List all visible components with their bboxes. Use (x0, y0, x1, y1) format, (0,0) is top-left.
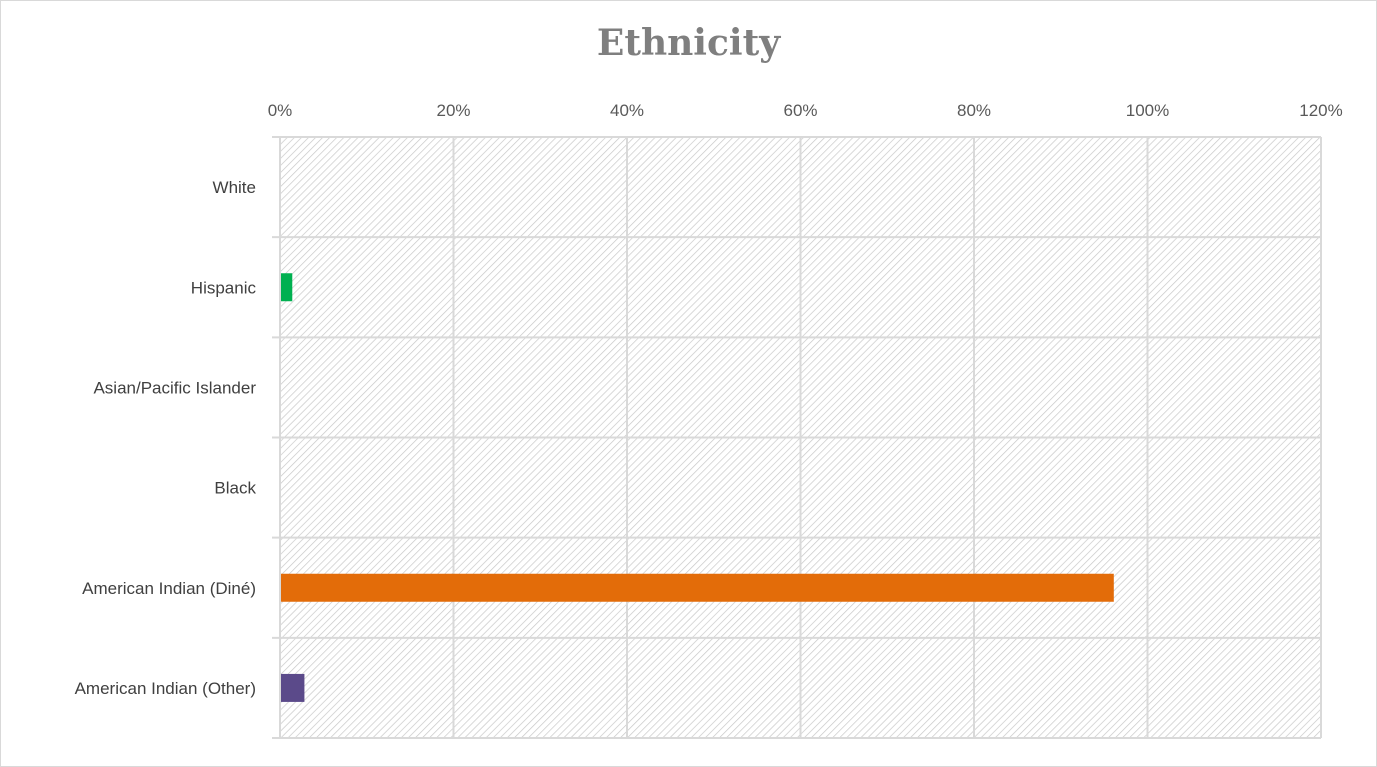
category-label: White (213, 178, 256, 197)
chart-title: Ethnicity (596, 22, 781, 64)
x-axis-ticks: 0% 20% 40% 60% 80% 100% 120% (268, 101, 1343, 120)
x-tick-label: 80% (957, 101, 991, 120)
x-tick-label: 0% (268, 101, 293, 120)
bar (281, 673, 305, 702)
x-tick-label: 120% (1299, 101, 1342, 120)
x-tick-label: 60% (783, 101, 817, 120)
category-axis: White Hispanic Asian/Pacific Islander Black… (75, 178, 257, 698)
bar (281, 573, 1114, 602)
bars (281, 273, 1114, 702)
category-label: American Indian (Other) (75, 679, 256, 698)
bar (281, 273, 293, 302)
category-label: Hispanic (191, 278, 257, 297)
category-label: American Indian (Diné) (82, 579, 256, 598)
x-tick-label: 40% (610, 101, 644, 120)
category-label: Asian/Pacific Islander (93, 378, 256, 397)
gridlines (272, 136, 1322, 739)
x-tick-label: 100% (1126, 101, 1169, 120)
x-tick-label: 20% (436, 101, 470, 120)
category-label: Black (214, 479, 256, 498)
